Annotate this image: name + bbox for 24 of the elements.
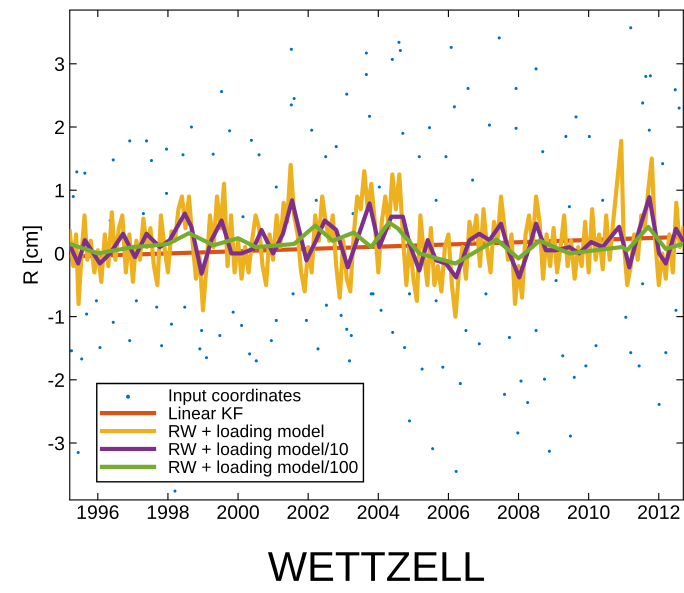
y-tick-label: 1 (56, 184, 64, 198)
x-tick-label: 1998 (148, 505, 189, 520)
legend-label: RW + loading model (169, 424, 324, 441)
y-axis-title: R [cm] (22, 226, 42, 284)
y-tick-label: 2 (55, 120, 64, 134)
y-tick-label: -3 (48, 436, 64, 450)
x-tick-label: 2010 (568, 505, 610, 520)
y-tick-label: -1 (48, 310, 64, 324)
legend-label: RW + loading model/10 (169, 442, 348, 459)
x-tick-label: 2000 (217, 505, 259, 520)
x-tick-label: 2006 (428, 505, 470, 520)
x-tick-label: 2008 (498, 505, 540, 520)
line-series (70, 220, 684, 266)
legend-label: Linear KF (169, 406, 243, 420)
x-tick-label: 2004 (358, 505, 400, 520)
x-tick-label: 1996 (78, 505, 119, 520)
x-axis-title: WETTZELL (268, 552, 484, 581)
legend-label: Input coordinates (170, 388, 301, 405)
x-tick-label: 2012 (638, 505, 680, 520)
legend-label: RW + loading model/100 (169, 460, 358, 477)
y-tick-label: 0 (54, 246, 64, 261)
y-tick-label: 3 (54, 57, 64, 72)
y-tick-label: -2 (48, 373, 64, 387)
x-tick-label: 2002 (288, 505, 329, 520)
